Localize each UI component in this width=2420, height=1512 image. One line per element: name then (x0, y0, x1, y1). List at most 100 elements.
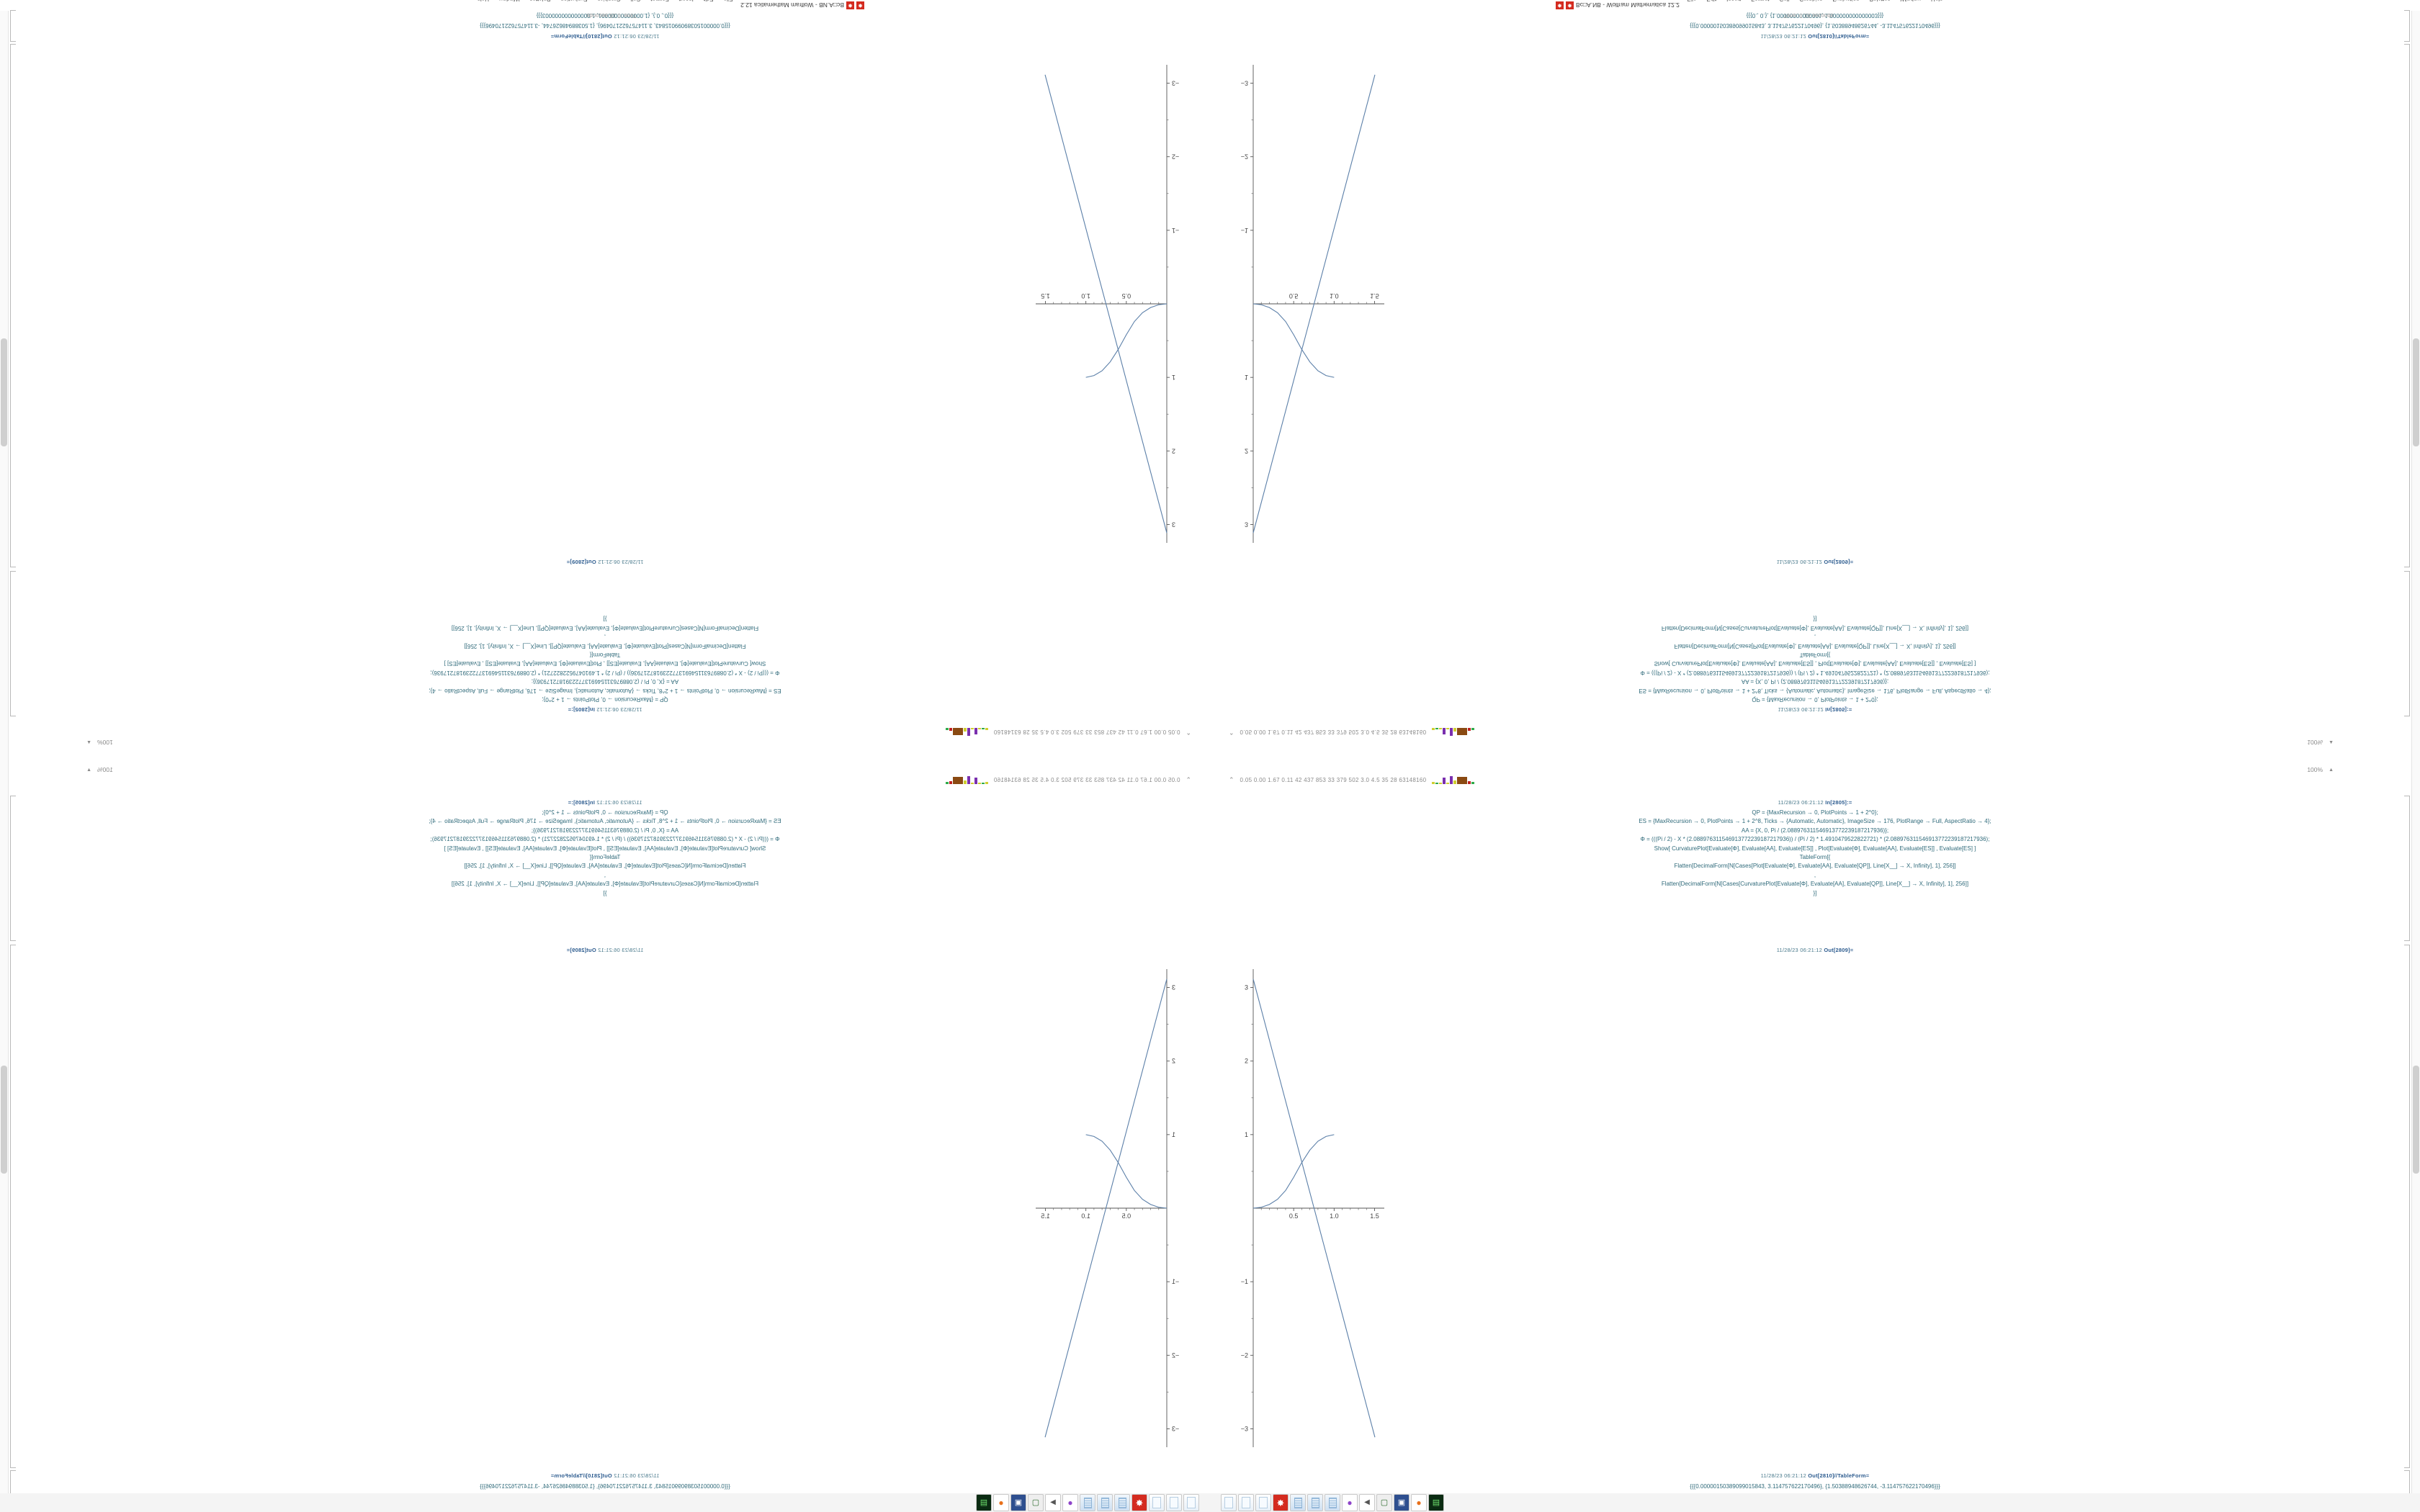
menu-item-format[interactable]: Format (650, 0, 668, 2)
graphics-output-cell[interactable]: 11/28/23 06:21:12 Out[2809]= −3 −2 −1 1 2 3 0.… (1210, 947, 2420, 1460)
graphics-output-cell[interactable]: 11/28/23 06:21:12 Out[2809]= −3 −2 −1 1 2 3 0.… (1210, 52, 2420, 565)
code-line[interactable]: Show[ CurvaturePlot[Evaluate[Φ], Evaluat… (1654, 660, 1976, 667)
taskbar-item-notebook-window[interactable] (1080, 1494, 1095, 1511)
code-line[interactable]: , (604, 634, 606, 641)
code-line[interactable]: Flatten[DecimalForm[N[Cases[CurvaturePlo… (451, 624, 759, 631)
menu-item-edit[interactable]: Edit (704, 0, 714, 2)
taskbar-item-save-app[interactable] (1394, 1494, 1410, 1511)
menu-item-insert[interactable]: Insert (1726, 0, 1741, 2)
cell-bracket[interactable] (2404, 796, 2410, 941)
vertical-scrollbar[interactable] (2411, 756, 2420, 1501)
taskbar-item-speaker-control[interactable] (1359, 1494, 1375, 1511)
cell-bracket[interactable] (2404, 10, 2410, 42)
taskbar-item-speaker-control[interactable] (1045, 1494, 1061, 1511)
taskbar-item-terminal-window[interactable] (976, 1494, 992, 1511)
scrollbar-thumb[interactable] (1, 1066, 7, 1174)
code-line[interactable]: Show[ CurvaturePlot[Evaluate[Φ], Evaluat… (444, 845, 766, 852)
cell-bracket[interactable] (10, 796, 16, 941)
code-line[interactable]: QP = {MaxRecursion → 0, PlotPoints → 1 +… (542, 696, 668, 703)
scrollbar-thumb[interactable] (1, 338, 7, 446)
cell-bracket[interactable] (2404, 945, 2410, 1468)
collapse-chevron-icon[interactable]: ⌃ (1186, 729, 1191, 737)
code-line[interactable]: }] (603, 889, 607, 896)
code-line[interactable]: Flatten[DecimalForm[N[Cases[Plot[Evaluat… (1674, 863, 1956, 870)
cell-bracket[interactable] (10, 44, 16, 567)
cell-bracket[interactable] (10, 10, 16, 42)
code-line[interactable]: QP = {MaxRecursion → 0, PlotPoints → 1 +… (1752, 696, 1878, 703)
taskbar-item-calculator-window[interactable] (1149, 1494, 1165, 1511)
menu-item-evaluation[interactable]: Evaluation (560, 0, 587, 2)
code-line[interactable]: Φ = (((Pi / 2) - X * (2.0889763115469137… (430, 836, 780, 843)
code-line[interactable]: QP = {MaxRecursion → 0, PlotPoints → 1 +… (542, 809, 668, 816)
vertical-scrollbar[interactable] (2411, 11, 2420, 756)
input-cell[interactable]: 11/28/23 06:21:12 In[2805]:= QP = {MaxRe… (0, 799, 1210, 898)
taskbar-item-notebook-window[interactable] (1290, 1494, 1306, 1511)
input-cell[interactable]: 11/28/23 06:21:12 In[2805]:= QP = {MaxRe… (1210, 799, 2420, 898)
menu-item-window[interactable]: Window (1901, 0, 1921, 2)
code-line[interactable]: TableForm[{ (589, 853, 621, 860)
input-cell[interactable]: 11/28/23 06:21:12 In[2805]:= QP = {MaxRe… (0, 614, 1210, 713)
menu-item-palettes[interactable]: Palettes (529, 0, 550, 2)
taskbar-item-monitor-app[interactable] (1028, 1494, 1044, 1511)
code-line[interactable]: , (1814, 634, 1816, 641)
cell-bracket[interactable] (10, 571, 16, 716)
code-line[interactable]: Flatten[DecimalForm[N[Cases[Plot[Evaluat… (464, 642, 746, 649)
menu-item-evaluation[interactable]: Evaluation (1832, 0, 1859, 2)
code-line[interactable]: }] (603, 616, 607, 623)
menu-item-edit[interactable]: Edit (1706, 0, 1716, 2)
taskbar-icon-group[interactable] (976, 1494, 1444, 1511)
collapse-chevron-icon[interactable]: ⌃ (1186, 775, 1191, 783)
menu-item-graphics[interactable]: Graphics (1799, 0, 1822, 2)
curvature-plot[interactable]: −3 −2 −1 1 2 3 0.5 1.0 1.5 (0, 52, 1210, 556)
zoom-caret-icon[interactable]: ▲ (2329, 739, 2334, 745)
code-line[interactable]: TableForm[{ (1799, 652, 1831, 659)
code-line[interactable]: Flatten[DecimalForm[N[Cases[Plot[Evaluat… (464, 863, 746, 870)
zoom-caret-icon[interactable]: ▲ (86, 767, 91, 773)
scrollbar-thumb[interactable] (2413, 338, 2419, 446)
code-line[interactable]: Flatten[DecimalForm[N[Cases[Plot[Evaluat… (1674, 642, 1956, 649)
taskbar-item-calculator-window[interactable] (1238, 1494, 1254, 1511)
code-line[interactable]: Show[ CurvaturePlot[Evaluate[Φ], Evaluat… (444, 660, 766, 667)
menu-item-window[interactable]: Window (499, 0, 519, 2)
code-line[interactable]: Φ = (((Pi / 2) - X * (2.0889763115469137… (1640, 669, 1990, 676)
code-line[interactable]: Show[ CurvaturePlot[Evaluate[Φ], Evaluat… (1654, 845, 1976, 852)
taskbar-item-media-player[interactable] (1062, 1494, 1078, 1511)
menu-item-graphics[interactable]: Graphics (598, 0, 621, 2)
code-line[interactable]: Flatten[DecimalForm[N[Cases[CurvaturePlo… (1661, 624, 1969, 631)
menu-item-format[interactable]: Format (1751, 0, 1769, 2)
menu-item-file[interactable]: File (1687, 0, 1696, 2)
code-line[interactable]: , (1814, 871, 1816, 878)
curvature-plot[interactable]: −3 −2 −1 1 2 3 0.5 1.0 1.5 (0, 956, 1210, 1460)
collapse-chevron-icon[interactable]: ⌃ (1229, 729, 1234, 737)
menu-item-insert[interactable]: Insert (679, 0, 694, 2)
code-line[interactable]: AA = {X, 0, Pi / (2.08897631154691377223… (1741, 827, 1889, 834)
menu-item-help[interactable]: Help (1931, 0, 1942, 2)
code-line[interactable]: Flatten[DecimalForm[N[Cases[CurvaturePlo… (451, 881, 759, 888)
menu-item-palettes[interactable]: Palettes (1870, 0, 1891, 2)
code-line[interactable]: AA = {X, 0, Pi / (2.08897631154691377223… (531, 827, 679, 834)
taskbar-item-terminal-window[interactable] (1428, 1494, 1444, 1511)
menu-item-cell[interactable]: Cell (631, 0, 641, 2)
code-line[interactable]: QP = {MaxRecursion → 0, PlotPoints → 1 +… (1752, 809, 1878, 816)
taskbar-item-notebook-window[interactable] (1307, 1494, 1323, 1511)
graphics-output-cell[interactable]: 11/28/23 06:21:12 Out[2809]= −3 −2 −1 1 2 3 0.… (0, 947, 1210, 1460)
code-line[interactable]: }] (1813, 616, 1817, 623)
zoom-caret-icon[interactable]: ▲ (86, 739, 91, 745)
zoom-caret-icon[interactable]: ▲ (2329, 767, 2334, 773)
cell-bracket[interactable] (2404, 44, 2410, 567)
graphics-output-cell[interactable]: 11/28/23 06:21:12 Out[2809]= −3 −2 −1 1 2 3 0.… (0, 52, 1210, 565)
taskbar-item-calculator-window[interactable] (1221, 1494, 1237, 1511)
code-line[interactable]: }] (1813, 889, 1817, 896)
curvature-plot[interactable]: −3 −2 −1 1 2 3 0.5 1.0 1.5 (1210, 956, 2420, 1460)
code-line[interactable]: , (604, 871, 606, 878)
code-line[interactable]: Flatten[DecimalForm[N[Cases[CurvaturePlo… (1661, 881, 1969, 888)
taskbar-item-media-player[interactable] (1342, 1494, 1358, 1511)
cell-bracket[interactable] (10, 945, 16, 1468)
vertical-scrollbar[interactable] (0, 11, 9, 756)
code-line[interactable]: Φ = (((Pi / 2) - X * (2.0889763115469137… (1640, 836, 1990, 843)
vertical-scrollbar[interactable] (0, 756, 9, 1501)
code-line[interactable]: AA = {X, 0, Pi / (2.08897631154691377223… (531, 678, 679, 685)
code-line[interactable]: ES = {MaxRecursion → 0, PlotPoints → 1 +… (429, 818, 781, 825)
taskbar-item-notebook-window[interactable] (1097, 1494, 1113, 1511)
taskbar-item-save-app[interactable] (1010, 1494, 1026, 1511)
